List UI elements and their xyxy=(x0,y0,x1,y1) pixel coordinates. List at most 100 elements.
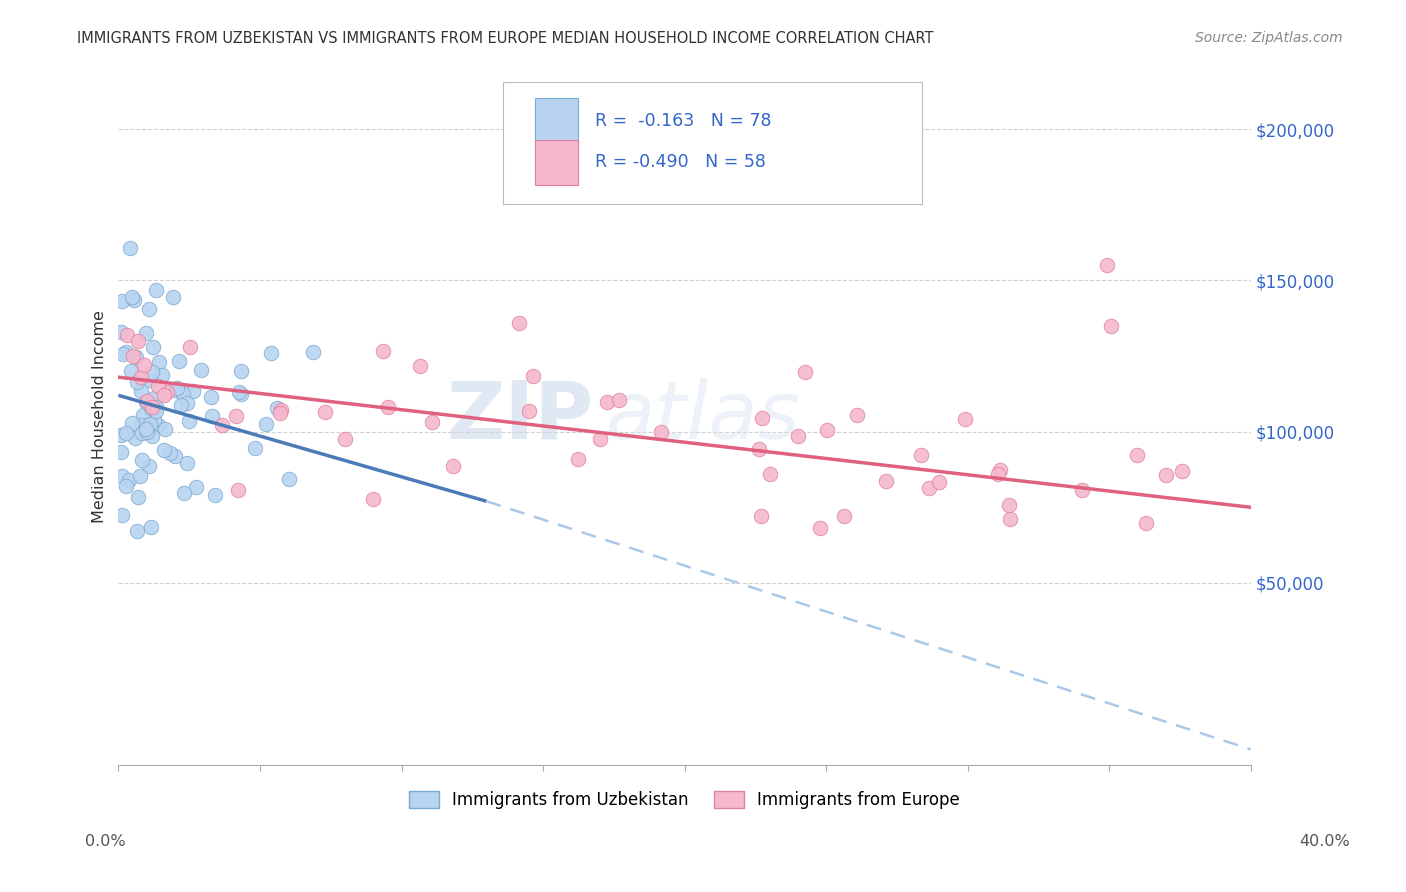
Point xyxy=(229,364,252,378)
Point xyxy=(172,387,194,401)
Point xyxy=(377,400,399,414)
Point xyxy=(269,406,291,420)
Point xyxy=(953,412,976,426)
Point xyxy=(153,422,176,436)
Y-axis label: Median Household Income: Median Household Income xyxy=(93,310,107,523)
Point xyxy=(153,442,176,457)
Point xyxy=(179,340,201,354)
Point xyxy=(135,395,157,409)
Point xyxy=(815,423,838,437)
Point xyxy=(115,327,138,342)
Point xyxy=(314,405,336,419)
Point xyxy=(751,411,773,425)
Point xyxy=(146,379,169,393)
Point xyxy=(918,481,941,495)
Point xyxy=(163,450,186,464)
Point xyxy=(132,408,155,422)
Point xyxy=(361,491,384,506)
Point xyxy=(1135,516,1157,530)
Point xyxy=(129,370,152,384)
Point xyxy=(998,512,1021,526)
Legend: Immigrants from Uzbekistan, Immigrants from Europe: Immigrants from Uzbekistan, Immigrants f… xyxy=(402,784,967,815)
Point xyxy=(846,408,869,422)
Text: 0.0%: 0.0% xyxy=(86,834,125,848)
Point xyxy=(135,425,157,439)
Point xyxy=(254,417,277,431)
Point xyxy=(243,441,266,455)
Point xyxy=(184,480,207,494)
Point xyxy=(121,290,143,304)
Point xyxy=(409,359,432,374)
Point xyxy=(138,302,160,317)
Text: 40.0%: 40.0% xyxy=(1299,834,1350,848)
Point xyxy=(135,326,157,340)
Point xyxy=(607,392,630,407)
Text: ZIP: ZIP xyxy=(447,377,593,456)
Text: IMMIGRANTS FROM UZBEKISTAN VS IMMIGRANTS FROM EUROPE MEDIAN HOUSEHOLD INCOME COR: IMMIGRANTS FROM UZBEKISTAN VS IMMIGRANTS… xyxy=(77,31,934,46)
Point xyxy=(998,498,1021,512)
Point xyxy=(808,520,831,534)
Point xyxy=(190,363,212,377)
Point xyxy=(987,467,1010,481)
Point xyxy=(146,418,169,433)
Point xyxy=(110,325,132,339)
Point xyxy=(115,425,138,440)
Point xyxy=(1095,258,1118,272)
Point xyxy=(228,483,250,498)
Point xyxy=(229,387,252,401)
Point xyxy=(181,384,204,398)
Point xyxy=(150,368,173,383)
Point xyxy=(167,353,190,368)
Point xyxy=(170,398,193,412)
Point xyxy=(114,479,136,493)
Text: Source: ZipAtlas.com: Source: ZipAtlas.com xyxy=(1195,31,1343,45)
Point xyxy=(145,283,167,297)
Point xyxy=(139,401,162,416)
Point xyxy=(371,343,394,358)
Point xyxy=(441,458,464,473)
Point xyxy=(225,409,247,423)
Point xyxy=(117,474,139,488)
Point xyxy=(420,415,443,429)
Point xyxy=(135,394,157,409)
Point xyxy=(650,425,672,440)
Point xyxy=(211,417,233,432)
Point xyxy=(201,409,224,424)
Point xyxy=(159,446,181,460)
Point xyxy=(129,384,152,399)
Point xyxy=(759,467,782,481)
Point xyxy=(270,403,292,417)
Point xyxy=(139,519,162,533)
Point xyxy=(139,373,162,387)
Point xyxy=(124,431,146,445)
Point xyxy=(131,417,153,432)
Point xyxy=(120,364,142,378)
Text: R = -0.490   N = 58: R = -0.490 N = 58 xyxy=(595,153,766,171)
Point xyxy=(145,404,167,418)
Point xyxy=(145,400,167,414)
Point xyxy=(302,344,325,359)
Point xyxy=(128,469,150,483)
Point xyxy=(748,442,770,456)
Point xyxy=(596,395,619,409)
Point xyxy=(111,469,134,483)
Point xyxy=(139,417,162,431)
Point xyxy=(1125,448,1147,462)
Point xyxy=(114,345,136,359)
Point xyxy=(127,524,149,538)
Point xyxy=(148,355,170,369)
Point xyxy=(278,472,301,486)
Point xyxy=(127,334,149,348)
Point xyxy=(162,290,184,304)
Point xyxy=(120,241,142,255)
Point xyxy=(124,293,146,307)
Point xyxy=(142,392,165,406)
Point xyxy=(141,429,163,443)
Point xyxy=(142,340,165,354)
Point xyxy=(522,368,544,383)
Point xyxy=(204,488,226,502)
Point xyxy=(875,474,897,488)
Point xyxy=(179,414,201,428)
Point xyxy=(517,404,540,418)
Point xyxy=(138,458,160,473)
